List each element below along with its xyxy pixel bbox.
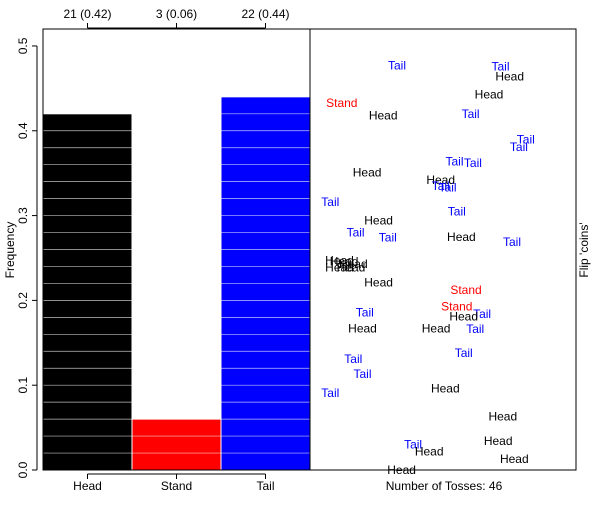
outcome-label-head: Head <box>475 87 504 101</box>
outcome-label-head: Head <box>488 410 517 424</box>
bar-stand <box>131 418 222 471</box>
outcome-label-tail: Tail <box>344 352 362 366</box>
outcome-label-tail: Tail <box>404 438 422 452</box>
outcome-label-tail: Tail <box>491 59 509 73</box>
outcome-label-stand: Stand <box>441 299 472 313</box>
outcome-label-tail: Tail <box>464 156 482 170</box>
simulation-caption: Number of Tosses: 46 <box>386 479 503 493</box>
outcome-label-tail: Tail <box>353 367 371 381</box>
y-axis-label: Frequency <box>3 222 17 279</box>
y-tick-label: 0.0 <box>16 461 30 478</box>
outcome-label-head: Head <box>422 321 451 335</box>
outcome-label-tail: Tail <box>321 195 339 209</box>
outcome-label-head: Head <box>330 254 359 268</box>
y-tick-label: 0.5 <box>16 37 30 54</box>
outcome-label-tail: Tail <box>445 154 463 168</box>
outcome-label-head: Head <box>369 109 398 123</box>
x-tick-label: Head <box>73 479 102 493</box>
outcome-label-head: Head <box>500 452 529 466</box>
outcome-label-tail: Tail <box>321 386 339 400</box>
outcome-label-head: Head <box>353 165 382 179</box>
x-tick-label: Stand <box>161 479 192 493</box>
count-label: 22 (0.44) <box>241 7 289 21</box>
outcome-label-head: Head <box>484 434 513 448</box>
outcome-label-tail: Tail <box>379 231 397 245</box>
outcome-label-tail: Tail <box>356 305 374 319</box>
outcome-label-tail: Tail <box>462 107 480 121</box>
outcome-label-head: Head <box>325 260 354 274</box>
outcome-label-head: Head <box>364 214 393 228</box>
outcome-label-head: Head <box>447 230 476 244</box>
outcome-label-tail: Tail <box>448 204 466 218</box>
outcome-label-stand: Stand <box>450 283 481 297</box>
simulation-side-label: Flip 'coins' <box>577 222 591 277</box>
outcome-label-tail: Tail <box>388 58 406 72</box>
outcome-label-head: Head <box>364 276 393 290</box>
y-tick-label: 0.1 <box>16 377 30 394</box>
top-summary-group: 21 (0.42) 3 (0.06) 22 (0.44) <box>63 7 290 29</box>
count-label: 3 (0.06) <box>156 7 197 21</box>
count-label: 21 (0.42) <box>63 7 111 21</box>
y-tick-label: 0.3 <box>16 207 30 224</box>
outcome-label-head: Head <box>426 173 455 187</box>
outcome-label-head: Head <box>339 257 368 271</box>
outcome-label-tail: Tail <box>503 235 521 249</box>
outcome-label-tail: Tail <box>473 307 491 321</box>
outcome-label-tail: Tail <box>439 181 457 195</box>
y-tick-label: 0.2 <box>16 292 30 309</box>
bar-rect <box>131 418 222 471</box>
outcome-label-stand: Stand <box>326 96 357 110</box>
outcome-label-tail: Tail <box>455 346 473 360</box>
outcome-label-head: Head <box>325 254 354 268</box>
outcome-label-head: Head <box>337 260 366 274</box>
outcome-label-head: Head <box>431 382 460 396</box>
x-tick-label: Tail <box>256 479 274 493</box>
outcome-label-tail: Tail <box>466 322 484 336</box>
bar-head <box>42 113 133 471</box>
bar-panel <box>42 96 311 471</box>
outcome-label-head: Head <box>415 444 444 458</box>
y-tick-label: 0.4 <box>16 122 30 139</box>
bar-tail <box>220 96 311 471</box>
outcome-label-tail: Tail <box>517 132 535 146</box>
outcome-label-head: Head <box>495 69 524 83</box>
outcome-label-tail: Tail <box>432 179 450 193</box>
outcome-label-tail: Tail <box>510 140 528 154</box>
outcome-label-tail: Tail <box>347 226 365 240</box>
bar-rect <box>42 113 133 471</box>
outcome-label-head: Head <box>348 321 377 335</box>
outcome-label-head: Head <box>449 309 478 323</box>
